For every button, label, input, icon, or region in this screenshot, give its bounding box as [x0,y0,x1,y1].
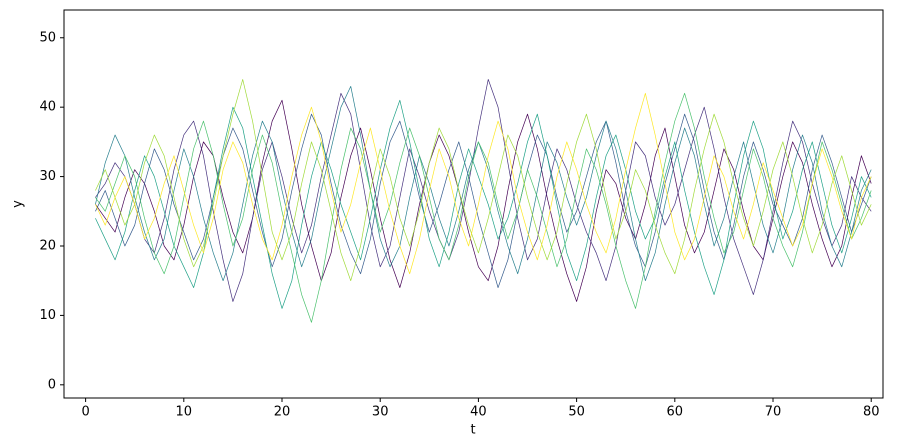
series-line [95,79,872,282]
y-tick-label: 10 [39,308,56,323]
y-tick-label: 0 [48,377,56,392]
x-tick-label: 60 [667,405,684,420]
x-tick-label: 0 [81,405,89,420]
x-axis-label: t [470,423,475,438]
x-tick-label: 20 [274,405,291,420]
y-tick-label: 50 [39,30,56,45]
y-tick-label: 20 [39,238,56,253]
x-tick-label: 40 [470,405,487,420]
y-tick-label: 40 [39,100,56,115]
y-tick-label: 30 [39,169,56,184]
series-line [95,92,872,323]
series-line [95,79,872,302]
x-tick-label: 10 [176,405,193,420]
series-line [95,92,872,275]
x-tick-label: 80 [863,405,880,420]
series-line [95,99,872,302]
series-line [95,86,872,282]
x-tick-label: 70 [765,405,782,420]
x-tick-label: 50 [568,405,585,420]
axes-frame [63,9,884,399]
y-axis-label: y [11,200,26,208]
series-line [95,99,872,309]
plot-area [95,79,872,323]
x-tick-label: 30 [372,405,389,420]
